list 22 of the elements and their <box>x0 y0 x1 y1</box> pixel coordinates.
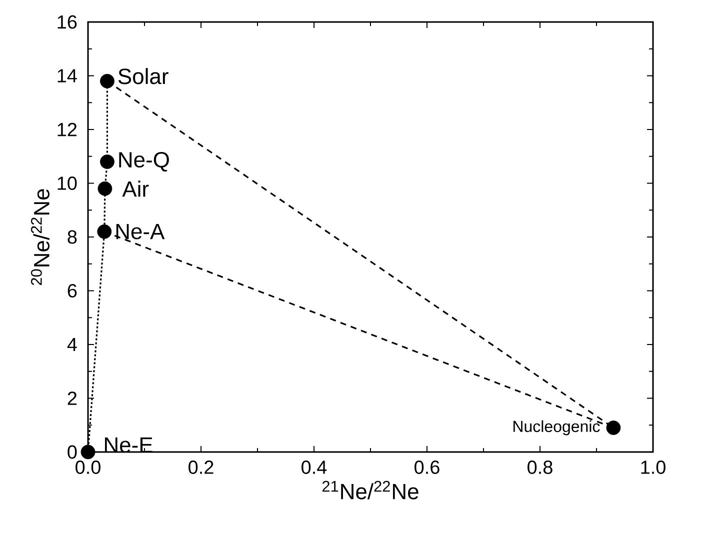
annotation: Ne-Q <box>119 152 169 172</box>
y-tick-label: 6 <box>68 284 77 298</box>
y-tick-label: 2 <box>68 392 77 405</box>
x-tick-label: 1.0 <box>641 460 666 474</box>
y-tick-label: 0 <box>68 445 77 459</box>
annotation: Solar <box>118 68 168 84</box>
x-tick-label: 0.0 <box>76 460 100 474</box>
annotation: Ne-A <box>116 224 165 240</box>
y-axis-title: $^{20}$Ne/$^{22}$Ne <box>30 189 50 286</box>
annotation: Air <box>122 180 149 197</box>
annotation: Nucleogenic <box>514 420 600 436</box>
y-tick-label: 12 <box>58 122 77 136</box>
x-tick-label: 0.2 <box>188 460 214 474</box>
y-tick-label: 4 <box>67 338 77 352</box>
x-tick-label: 0.6 <box>414 460 440 474</box>
x-tick-label: 0.8 <box>528 460 552 474</box>
y-tick-label: 16 <box>58 15 77 29</box>
y-tick-label: 14 <box>58 69 77 82</box>
x-axis-title: $^{21}$Ne/$^{22}$Ne <box>322 480 418 500</box>
y-tick-label: 8 <box>68 230 77 244</box>
y-tick-label: 10 <box>58 176 77 190</box>
x-tick-label: 0.4 <box>302 460 327 474</box>
